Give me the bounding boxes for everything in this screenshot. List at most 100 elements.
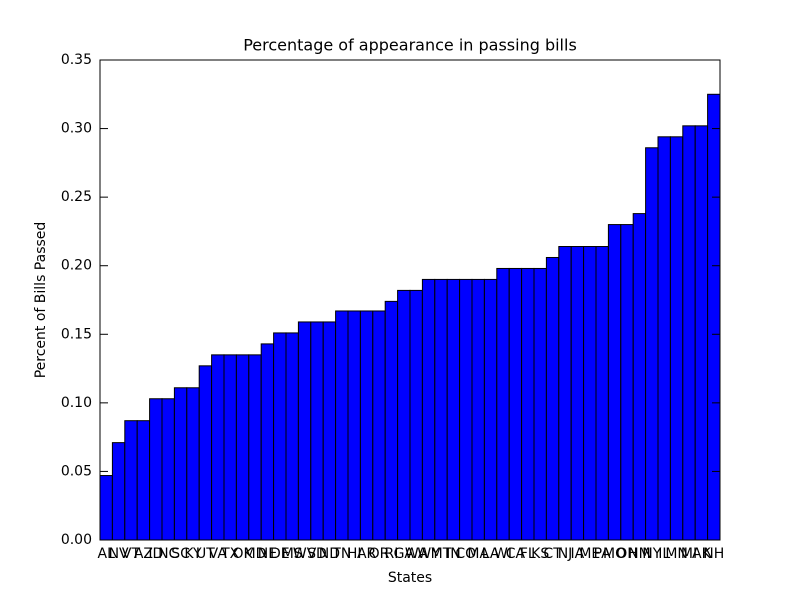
bar <box>211 354 225 541</box>
x-tick-label: OH <box>616 546 638 562</box>
bar <box>682 125 696 541</box>
x-tick-label: LA <box>482 546 500 562</box>
bar <box>273 332 287 541</box>
x-tick-label: MD <box>244 546 267 562</box>
x-tick-label: SC <box>171 546 190 562</box>
y-tick-label: 0.20 <box>61 258 92 274</box>
x-tick-label: OR <box>369 546 390 562</box>
y-tick-label: 0.25 <box>61 189 92 205</box>
bar <box>583 246 597 541</box>
plot-frame <box>99 59 721 541</box>
x-tick-label: RI <box>384 546 398 562</box>
x-tick-label: CO <box>455 546 476 562</box>
x-tick-label: VT <box>122 546 141 562</box>
x-tick-label: VA <box>209 546 228 562</box>
bar <box>285 332 299 541</box>
bar <box>669 136 684 541</box>
bar <box>483 278 498 541</box>
x-tick-label: KY <box>184 546 202 562</box>
bar <box>335 310 349 541</box>
y-tick-label: 0.35 <box>61 52 92 68</box>
y-tick-label: 0.30 <box>61 121 92 137</box>
x-tick-label: UT <box>196 546 215 562</box>
bar <box>347 310 361 541</box>
y-axis-label: Percent of Bills Passed <box>33 222 49 379</box>
x-tick-label: WY <box>417 546 440 562</box>
bar <box>558 246 572 541</box>
x-tick-label: NJ <box>558 546 573 562</box>
bar <box>620 224 634 541</box>
bar <box>545 256 560 541</box>
x-tick-label: WA <box>405 546 428 562</box>
bar <box>322 321 337 541</box>
chart-title: Percentage of appearance in passing bill… <box>243 36 577 55</box>
bar <box>434 278 448 541</box>
x-tick-label: TN <box>331 546 351 562</box>
x-tick-label: NM <box>628 546 651 562</box>
bar <box>248 354 262 541</box>
x-tick-label: CT <box>543 546 562 562</box>
y-tick-label: 0.00 <box>61 532 92 548</box>
x-tick-label: ND <box>319 546 340 562</box>
bar <box>570 246 585 541</box>
x-tick-label: ME <box>579 546 600 562</box>
bar <box>186 387 200 541</box>
bar <box>397 289 411 541</box>
x-tick-label: DE <box>270 546 290 562</box>
bar <box>707 93 721 541</box>
x-tick-label: IL <box>658 546 670 562</box>
x-tick-label: MI <box>681 546 697 562</box>
bar <box>235 354 250 541</box>
y-tick-label: 0.10 <box>61 395 92 411</box>
x-tick-label: WI <box>494 546 512 562</box>
bar <box>359 310 374 541</box>
bar <box>645 147 659 541</box>
x-tick-label: FL <box>520 546 536 562</box>
x-tick-label: KS <box>531 546 549 562</box>
bar <box>607 224 622 541</box>
x-tick-label: SD <box>307 546 327 562</box>
bar <box>384 300 399 541</box>
x-tick-label: AK <box>692 546 712 562</box>
bar <box>471 278 485 541</box>
x-tick-label: MA <box>467 546 489 562</box>
bar <box>657 136 671 541</box>
bar <box>372 310 386 541</box>
x-axis-label: States <box>388 570 432 586</box>
y-tick-label: 0.15 <box>61 326 92 342</box>
bar <box>161 398 175 541</box>
bar <box>521 267 535 541</box>
x-tick-label: IA <box>571 546 585 562</box>
bar <box>111 442 126 541</box>
x-tick-label: NE <box>258 546 277 562</box>
bar <box>99 475 113 541</box>
bar <box>446 278 461 541</box>
x-tick-label: NV <box>109 546 129 562</box>
x-tick-label: AZ <box>134 546 153 562</box>
x-tick-label: TX <box>220 546 240 562</box>
x-tick-label: MN <box>665 546 688 562</box>
bar <box>173 387 188 541</box>
bar <box>533 267 547 541</box>
bar <box>136 420 151 541</box>
x-tick-label: OK <box>232 546 253 562</box>
bar <box>508 267 523 541</box>
bar <box>124 420 138 541</box>
bar <box>198 365 213 541</box>
x-tick-label: MO <box>603 546 626 562</box>
bar <box>694 125 709 541</box>
x-tick-label: CA <box>506 546 526 562</box>
x-tick-label: NC <box>158 546 178 562</box>
x-tick-label: MT <box>431 546 452 562</box>
bar <box>260 343 275 541</box>
bar <box>632 213 647 541</box>
x-tick-label: NH <box>703 546 724 562</box>
bar <box>595 246 609 541</box>
x-tick-label: AL <box>98 546 116 562</box>
x-tick-label: AR <box>357 546 377 562</box>
x-tick-label: PA <box>594 546 612 562</box>
x-tick-label: MS <box>282 546 303 562</box>
y-tick-label: 0.05 <box>61 463 92 479</box>
